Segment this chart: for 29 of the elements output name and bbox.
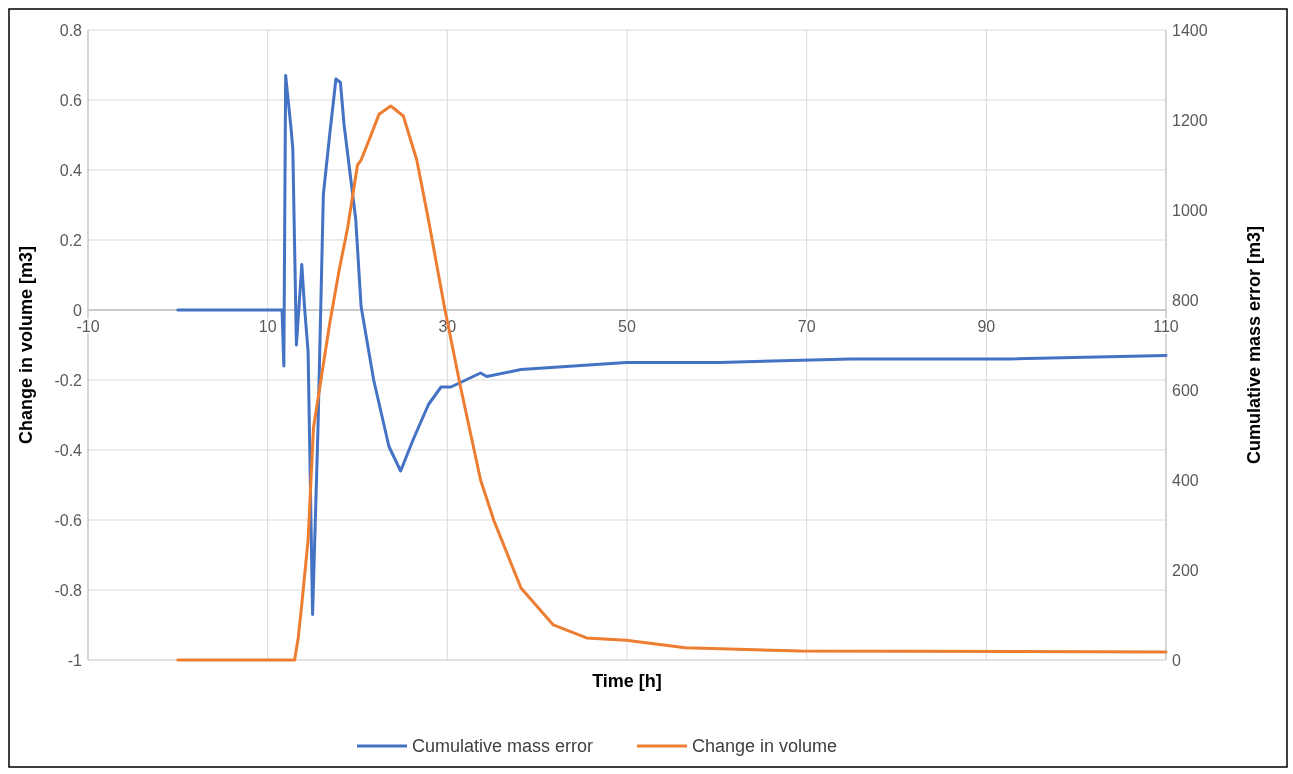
y2-tick-label: 800 — [1172, 291, 1199, 309]
x-tick-label: 10 — [258, 318, 277, 335]
y-tick-label: 0.4 — [59, 161, 83, 179]
x-tick-label: 50 — [618, 318, 636, 335]
y2-tick-label: 600 — [1172, 381, 1199, 399]
y-tick-label: -0.8 — [54, 581, 83, 599]
y-tick-label: 0 — [73, 301, 83, 319]
x-axis-title: Time [h] — [592, 671, 662, 691]
y-tick-label: -1 — [67, 651, 83, 669]
y2-tick-label: 200 — [1172, 561, 1199, 579]
y2-tick-label: 1000 — [1172, 201, 1208, 219]
y2-tick-label: 400 — [1172, 471, 1199, 489]
y-tick-label: -0.6 — [54, 511, 83, 529]
x-tick-label: 110 — [1153, 318, 1179, 335]
y-tick-label: 0.2 — [59, 231, 83, 249]
x-tick-label: 90 — [977, 318, 996, 335]
y-axis-title: Change in volume [m3] — [16, 245, 36, 445]
y-tick-label: 0.8 — [59, 21, 83, 39]
legend-label: Change in volume — [692, 736, 838, 757]
y-tick-label: -0.2 — [54, 371, 83, 389]
x-tick-label: -10 — [76, 318, 100, 335]
y2-tick-label: 0 — [1172, 651, 1181, 669]
y-tick-label: -0.4 — [54, 441, 83, 459]
y2-axis-title: Cumulative mass error [m3] — [1244, 225, 1264, 465]
x-tick-label: 70 — [797, 318, 816, 335]
y2-tick-label: 1400 — [1172, 21, 1208, 39]
legend-label: Cumulative mass error — [412, 736, 594, 757]
y-tick-label: 0.6 — [59, 91, 83, 109]
y2-tick-label: 1200 — [1172, 111, 1208, 129]
